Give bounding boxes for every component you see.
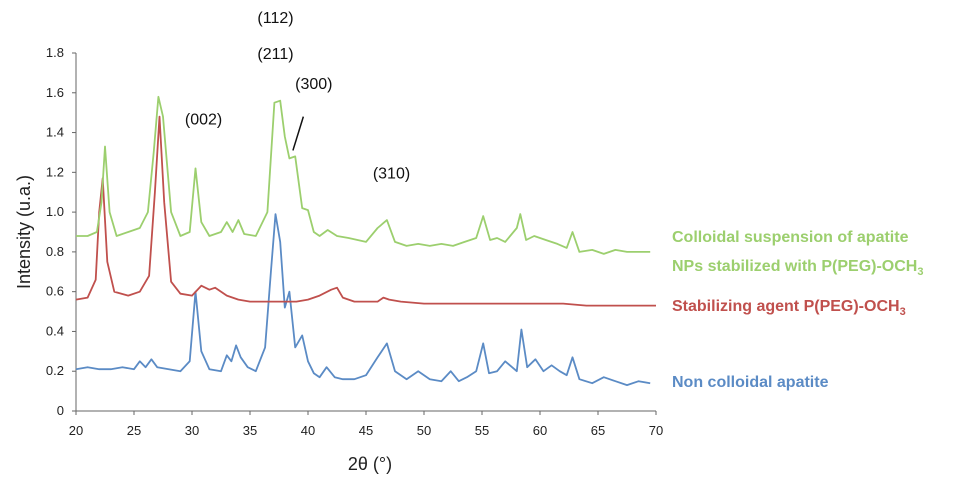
x-tick-labels: 20 25 30 35 40 45 50 55 60 65 70 (69, 423, 663, 438)
legend-red: Stabilizing agent P(PEG)-OCH3 (672, 298, 906, 318)
x-tick-label: 45 (359, 423, 373, 438)
y-tick-label: 0.6 (46, 284, 64, 299)
y-tick-label: 1.2 (46, 164, 64, 179)
x-tick-label: 30 (185, 423, 199, 438)
x-tick-label: 40 (301, 423, 315, 438)
y-tick-label: 0.4 (46, 323, 64, 338)
series-line-stabilizing (75, 115, 656, 307)
x-tick-label: 70 (649, 423, 663, 438)
x-axis-title: 2θ (°) (348, 454, 392, 474)
peak-annotations: (112) (211)(300) (002) (310) (185, 10, 410, 182)
y-tick-label: 1.0 (46, 204, 64, 219)
series-line-non-colloidal (75, 213, 651, 387)
peak-label: (002) (185, 112, 222, 129)
peak-label: (310) (373, 165, 410, 182)
x-tick-label: 25 (127, 423, 141, 438)
y-tick-label: 1.6 (46, 85, 64, 100)
y-tick-label: 0 (57, 403, 64, 418)
series-lines (75, 95, 656, 387)
x-tick-label: 60 (533, 423, 547, 438)
peak-leader-line (292, 116, 305, 151)
x-tick-label: 55 (475, 423, 489, 438)
peak-label: (300) (295, 76, 332, 93)
y-axis-title: Intensity (u.a.) (14, 175, 34, 289)
x-tick-label: 20 (69, 423, 83, 438)
series-line-colloidal (76, 95, 651, 255)
axes (72, 52, 657, 415)
legend: Colloidal suspension of apatite NPs stab… (672, 229, 923, 391)
y-tick-label: 0.8 (46, 244, 64, 259)
y-tick-label: 0.2 (46, 363, 64, 378)
peak-label: (112) (257, 10, 293, 27)
peak-label: (211) (257, 46, 293, 63)
legend-green-line1: Colloidal suspension of apatite (672, 229, 909, 246)
x-tick-label: 65 (591, 423, 605, 438)
y-tick-label: 1.8 (46, 45, 64, 60)
legend-green-line2: NPs stabilized with P(PEG)-OCH3 (672, 258, 923, 278)
legend-blue: Non colloidal apatite (672, 374, 829, 391)
x-tick-label: 35 (243, 423, 257, 438)
y-tick-label: 1.4 (46, 125, 64, 140)
y-tick-labels: 0 0.2 0.4 0.6 0.8 1.0 1.2 1.4 1.6 1.8 (46, 45, 64, 418)
x-tick-label: 50 (417, 423, 431, 438)
